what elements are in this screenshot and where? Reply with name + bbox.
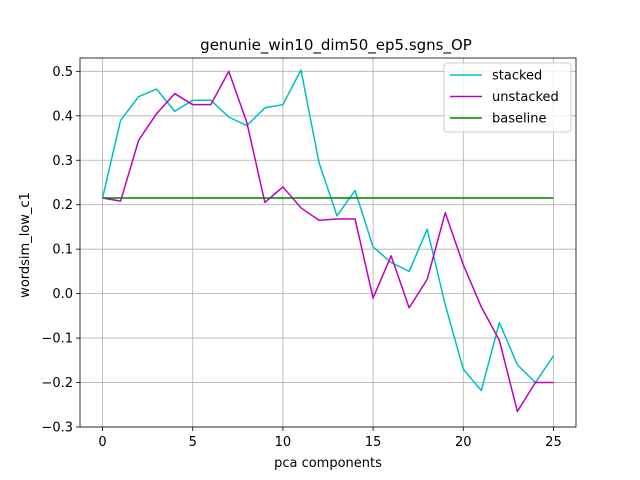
y-axis-label: wordsim_low_c1 bbox=[18, 192, 33, 298]
y-tick-label: −0.2 bbox=[41, 376, 73, 391]
y-tick-label: 0.0 bbox=[52, 287, 73, 302]
legend: stacked unstacked baseline bbox=[443, 62, 572, 133]
legend-box bbox=[443, 62, 572, 133]
series-line-unstacked bbox=[102, 70, 554, 413]
legend-label-stacked: stacked bbox=[492, 69, 542, 84]
series-line-stacked bbox=[101, 69, 555, 392]
y-tick-label: −0.1 bbox=[41, 332, 73, 347]
x-tick-label: 5 bbox=[189, 435, 197, 450]
x-tick-label: 0 bbox=[98, 435, 106, 450]
y-tick-label: 0.1 bbox=[52, 243, 73, 258]
x-tick-label: 15 bbox=[365, 435, 382, 450]
y-axis-ticks: −0.3 −0.2 −0.1 0.0 0.1 0.2 0.3 0.4 0.5 bbox=[41, 65, 80, 436]
y-tick-label: 0.4 bbox=[52, 109, 73, 124]
x-tick-label: 25 bbox=[545, 435, 562, 450]
legend-label-unstacked: unstacked bbox=[492, 90, 559, 105]
x-tick-label: 20 bbox=[455, 435, 472, 450]
grid bbox=[80, 58, 576, 428]
y-tick-label: 0.2 bbox=[52, 198, 73, 213]
y-tick-label: 0.5 bbox=[52, 65, 73, 80]
y-tick-label: −0.3 bbox=[41, 421, 73, 436]
x-axis-ticks: 0 5 10 15 20 25 bbox=[98, 427, 562, 450]
legend-label-baseline: baseline bbox=[492, 112, 546, 127]
y-tick-label: 0.3 bbox=[52, 154, 73, 169]
plot-frame bbox=[79, 57, 577, 428]
x-tick-label: 10 bbox=[275, 435, 292, 450]
x-axis-label: pca components bbox=[274, 456, 382, 471]
chart-title: genunie_win10_dim50_ep5.sgns_OP bbox=[200, 36, 472, 55]
series-lines bbox=[101, 69, 555, 413]
